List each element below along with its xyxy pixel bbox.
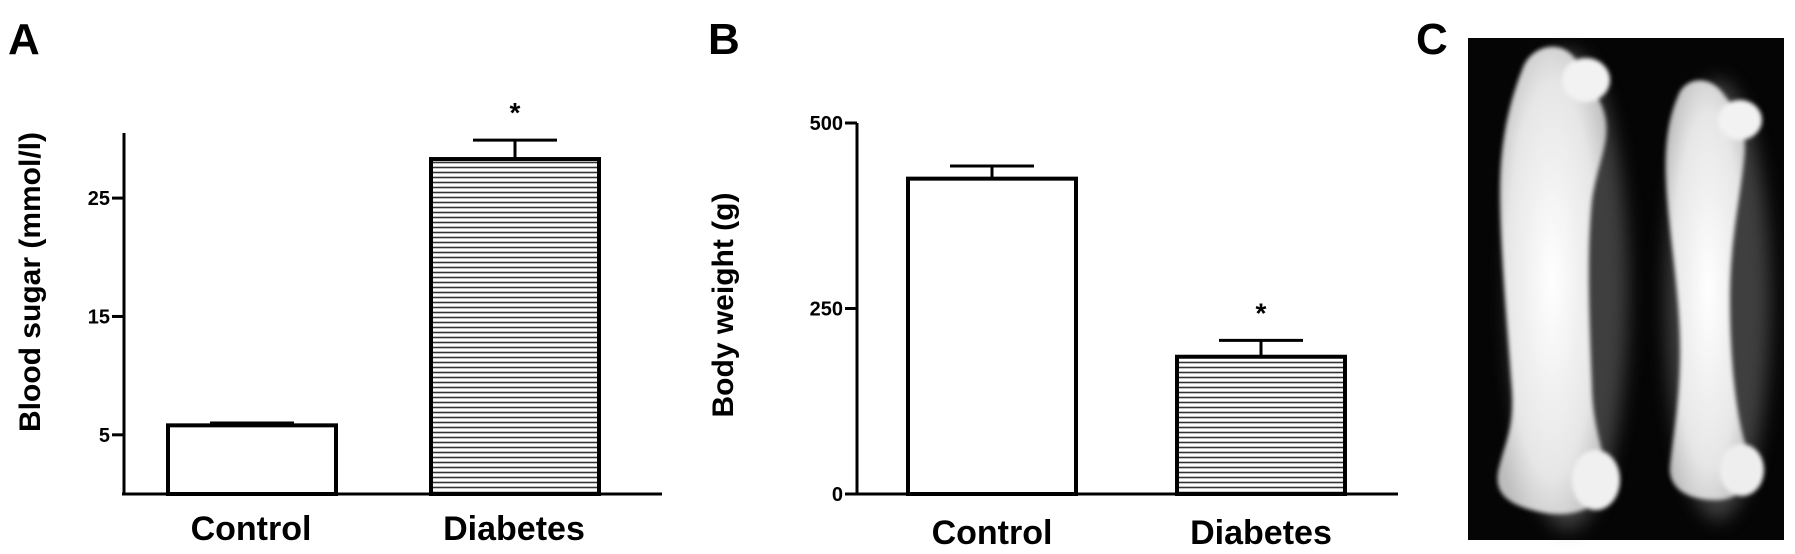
right-femur bbox=[1665, 80, 1764, 500]
panel-letter-a: A bbox=[8, 15, 40, 64]
chart-a-tick-label: 5 bbox=[99, 425, 110, 447]
chart-b-category-label: Diabetes bbox=[1190, 514, 1332, 552]
chart-a-y-axis-label: Blood sugar (mmol/l) bbox=[14, 132, 47, 432]
femur-xray-image bbox=[1468, 38, 1784, 540]
chart-b-tick-label: 500 bbox=[810, 113, 843, 135]
chart-a-category-label: Control bbox=[191, 510, 312, 548]
chart-a-category-label: Diabetes bbox=[443, 510, 585, 548]
chart-b-y-axis-label: Body weight (g) bbox=[707, 193, 740, 418]
chart-b-bars: Control * Diabetes bbox=[906, 164, 1347, 552]
chart-b-body-weight: Body weight (g) 0 250 500 Control * Diabetes bbox=[707, 113, 1398, 552]
chart-b-tick-label: 0 bbox=[832, 484, 843, 506]
chart-b-bar-diabetes bbox=[1175, 354, 1347, 497]
chart-b-significance-mark: * bbox=[1256, 297, 1267, 328]
chart-a-tick-label: 15 bbox=[88, 306, 110, 328]
chart-b-ticks: 0 250 500 bbox=[810, 113, 857, 506]
chart-a-blood-sugar: Blood sugar (mmol/l) 5 15 25 Control * Diabe… bbox=[14, 97, 662, 548]
chart-a-bars: Control * Diabetes bbox=[166, 97, 601, 548]
left-femur bbox=[1497, 46, 1620, 515]
chart-b-category-label: Control bbox=[932, 514, 1053, 552]
panel-letter-c: C bbox=[1416, 15, 1448, 64]
chart-a-bar-diabetes bbox=[429, 157, 601, 496]
chart-b-bar-control bbox=[906, 176, 1078, 496]
chart-a-tick-label: 25 bbox=[88, 188, 110, 210]
chart-b-tick-label: 250 bbox=[810, 299, 843, 321]
chart-a-ticks: 5 15 25 bbox=[88, 188, 124, 447]
chart-a-significance-mark: * bbox=[510, 97, 521, 128]
panel-letter-b: B bbox=[708, 15, 740, 64]
chart-a-bar-control bbox=[166, 423, 338, 497]
